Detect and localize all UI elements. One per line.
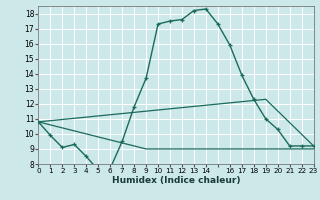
X-axis label: Humidex (Indice chaleur): Humidex (Indice chaleur)	[112, 176, 240, 185]
